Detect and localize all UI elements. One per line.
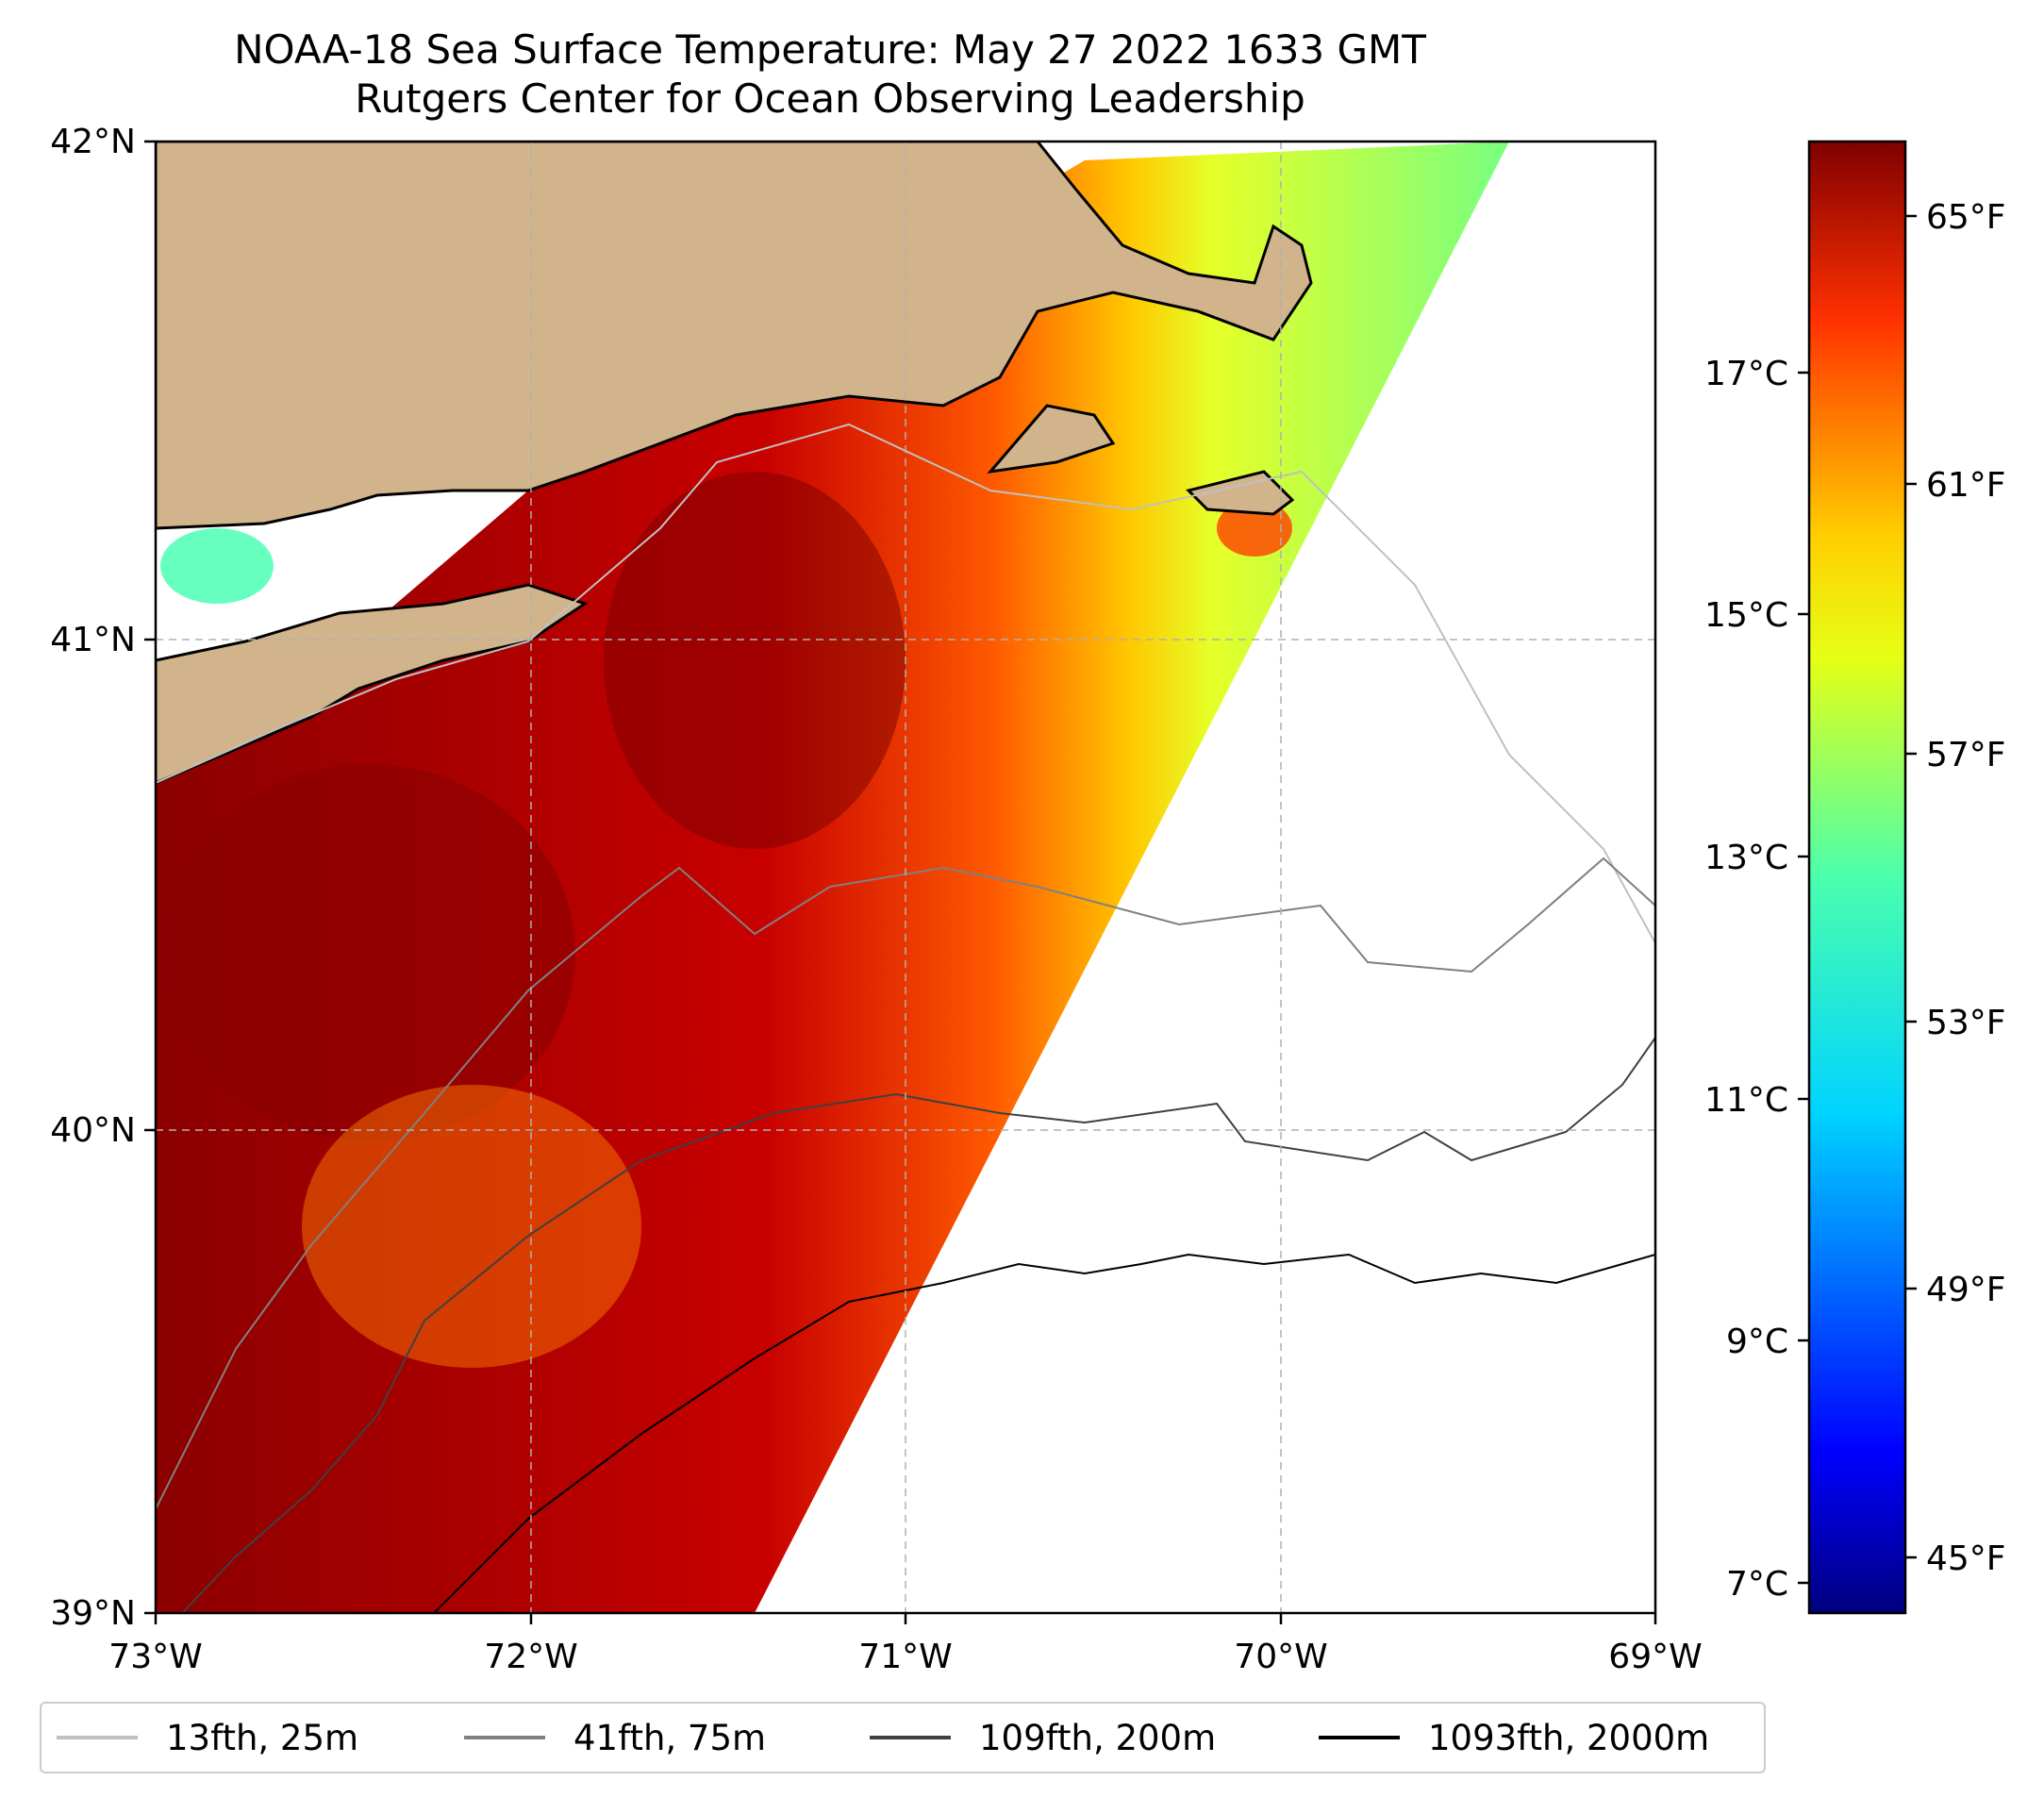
warm-eddy bbox=[604, 472, 906, 849]
colorbar bbox=[1807, 140, 1907, 1615]
colorbar-fahrenheit-label: 65°F bbox=[1926, 198, 2006, 237]
legend-line-200m bbox=[870, 1736, 951, 1739]
colorbar-celsius-label: 11°C bbox=[1704, 1081, 1788, 1120]
lat-tick-label: 41°N bbox=[50, 621, 136, 659]
lat-tick-label: 42°N bbox=[50, 123, 136, 161]
lon-tick-label: 69°W bbox=[1608, 1638, 1702, 1676]
map-title: NOAA-18 Sea Surface Temperature: May 27 … bbox=[234, 26, 1426, 73]
colorbar-celsius-label: 17°C bbox=[1704, 355, 1788, 393]
legend-label: 109fth, 200m bbox=[979, 1717, 1217, 1758]
legend-item: 109fth, 200m bbox=[870, 1704, 1216, 1772]
contour-2000m bbox=[432, 1253, 1655, 1613]
colorbar-celsius-label: 9°C bbox=[1726, 1323, 1788, 1361]
colorbar-fahrenheit-label: 57°F bbox=[1926, 736, 2006, 774]
sst-map: 73°W 72°W 71°W 70°W 69°W 42°N 41°N 40°N … bbox=[50, 123, 2006, 1676]
land-martha-vineyard bbox=[987, 404, 1116, 474]
colorbar-fahrenheit-label: 45°F bbox=[1926, 1539, 2006, 1578]
contour-legend: 13fth, 25m 41fth, 75m 109fth, 200m 1093f… bbox=[40, 1702, 1766, 1773]
contour-200m bbox=[180, 1037, 1655, 1613]
colorbar-celsius-label: 15°C bbox=[1704, 596, 1788, 635]
legend-item: 41fth, 75m bbox=[464, 1704, 766, 1772]
colorbar-fahrenheit-label: 61°F bbox=[1926, 466, 2006, 505]
lon-tick-label: 72°W bbox=[484, 1638, 577, 1676]
legend-line-75m bbox=[464, 1736, 545, 1739]
colorbar-celsius-label: 13°C bbox=[1704, 839, 1788, 877]
warm-eddy bbox=[160, 764, 575, 1141]
legend-label: 1093fth, 2000m bbox=[1428, 1717, 1710, 1758]
colorbar-celsius-label: 7°C bbox=[1726, 1565, 1788, 1604]
colorbar-fahrenheit-label: 53°F bbox=[1926, 1004, 2006, 1042]
contour-25m bbox=[156, 423, 1655, 944]
lon-tick-label: 70°W bbox=[1234, 1638, 1327, 1676]
lat-tick-label: 39°N bbox=[50, 1594, 136, 1633]
legend-line-25m bbox=[57, 1736, 138, 1739]
lon-tick-label: 73°W bbox=[108, 1638, 202, 1676]
land-mainland bbox=[156, 141, 1313, 530]
lon-tick-label: 71°W bbox=[858, 1638, 952, 1676]
colorbar-fahrenheit-label: 49°F bbox=[1926, 1271, 2006, 1309]
warm-eddy bbox=[302, 1085, 641, 1368]
legend-label: 13fth, 25m bbox=[166, 1717, 359, 1758]
cool-patch bbox=[160, 528, 274, 604]
legend-item: 1093fth, 2000m bbox=[1319, 1704, 1709, 1772]
lat-tick-label: 40°N bbox=[50, 1111, 136, 1150]
contour-75m bbox=[156, 857, 1655, 1510]
land-nantucket bbox=[1186, 470, 1295, 516]
legend-label: 41fth, 75m bbox=[573, 1717, 767, 1758]
map-subtitle: Rutgers Center for Ocean Observing Leade… bbox=[355, 75, 1305, 122]
legend-item: 13fth, 25m bbox=[57, 1704, 358, 1772]
legend-line-2000m bbox=[1319, 1736, 1400, 1739]
